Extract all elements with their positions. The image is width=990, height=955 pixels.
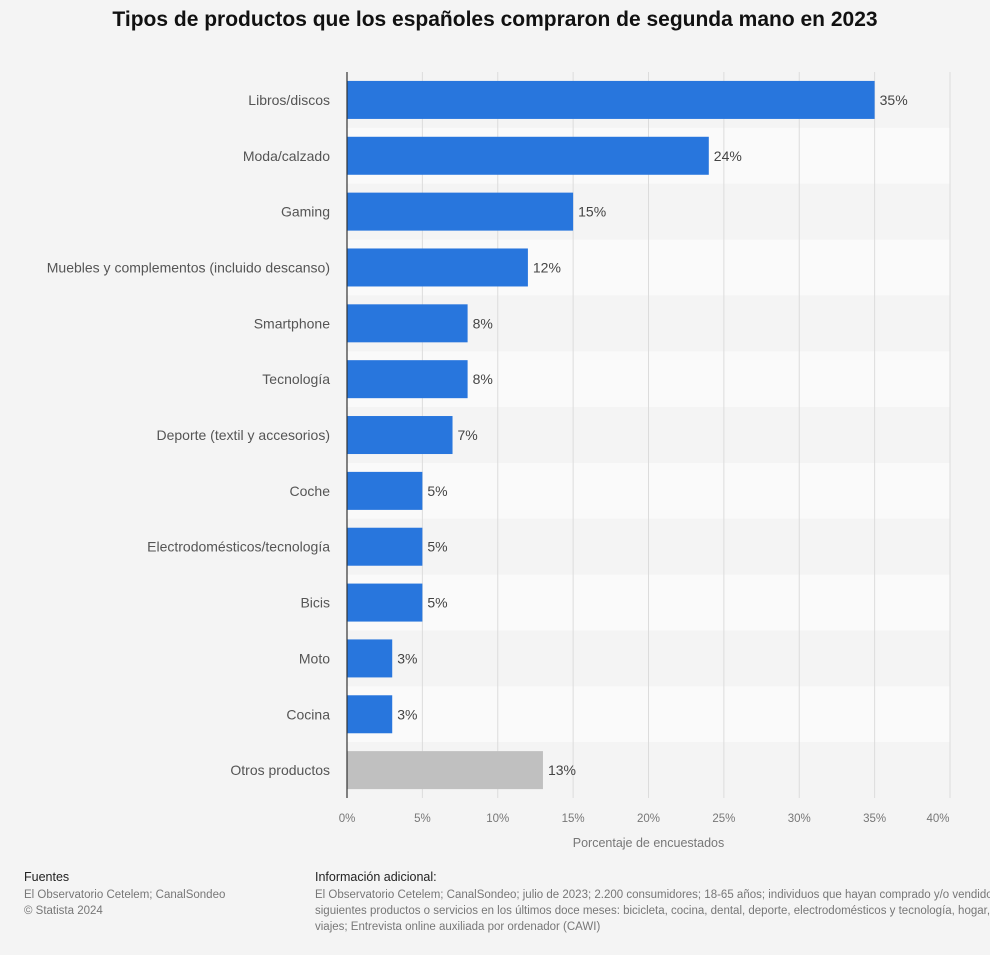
x-tick-label: 25% (712, 813, 735, 825)
category-label: Smartphone (254, 315, 330, 331)
category-label: Bicis (300, 595, 330, 611)
bar (347, 136, 709, 175)
category-label: Gaming (281, 204, 330, 220)
x-tick-label: 5% (414, 813, 431, 825)
value-label: 7% (458, 427, 478, 443)
bar-chart: Libros/discos Moda/calzado Gaming Muebles y… (47, 72, 951, 850)
value-label: 5% (427, 539, 447, 555)
bar (347, 639, 393, 678)
category-label: Moda/calzado (243, 148, 330, 164)
bar (347, 304, 468, 343)
x-tick-label: 30% (788, 813, 811, 825)
category-label: Cocina (286, 706, 330, 722)
bar (347, 360, 468, 399)
x-axis-title: Porcentaje de encuestados (573, 836, 725, 850)
bar (347, 80, 875, 119)
info-line: El Observatorio Cetelem; CanalSondeo; ju… (315, 889, 990, 901)
bar (347, 471, 423, 510)
value-label: 5% (427, 483, 447, 499)
value-label: 12% (533, 259, 561, 275)
x-tick-label: 15% (562, 813, 585, 825)
info-line: viajes; Entrevista online auxiliada por … (315, 921, 601, 933)
chart-title: Tipos de productos que los españoles com… (112, 8, 878, 31)
category-labels: Libros/discos Moda/calzado Gaming Muebles y… (47, 92, 330, 778)
category-label: Moto (299, 650, 330, 666)
x-tick-label: 20% (637, 813, 660, 825)
x-tick-label: 35% (863, 813, 886, 825)
info-line: siguientes productos o servicios en los … (315, 905, 990, 917)
value-labels: 35% 24% 15% 12% 8% 8% 7% 5% 5% 5% 3% 3% 13% (397, 92, 907, 778)
value-label: 24% (714, 148, 742, 164)
bar (347, 583, 423, 622)
category-label: Tecnología (262, 371, 330, 387)
value-label: 8% (473, 315, 493, 331)
value-label: 3% (397, 650, 417, 666)
category-label: Otros productos (230, 762, 330, 778)
x-tick-label: 40% (926, 813, 949, 825)
bar (347, 192, 574, 231)
value-label: 35% (880, 92, 908, 108)
bar (347, 416, 453, 455)
category-label: Coche (290, 483, 331, 499)
category-label: Libros/discos (248, 92, 330, 108)
sources-heading: Fuentes (24, 870, 70, 884)
bar (347, 751, 543, 790)
bar (347, 527, 423, 566)
value-label: 13% (548, 762, 576, 778)
sources-line: El Observatorio Cetelem; CanalSondeo (24, 889, 226, 901)
value-label: 3% (397, 706, 417, 722)
copyright-line: © Statista 2024 (24, 905, 103, 917)
value-label: 5% (427, 595, 447, 611)
bars (347, 80, 875, 790)
footer-additional-info: Información adicional: El Observatorio C… (315, 870, 990, 935)
x-tick-label: 0% (339, 813, 356, 825)
footer-sources: Fuentes El Observatorio Cetelem; CanalSo… (24, 870, 225, 919)
bar (347, 695, 393, 734)
category-label: Deporte (textil y accesorios) (156, 427, 330, 443)
info-heading: Información adicional: (315, 870, 437, 884)
x-tick-labels: 0% 5% 10% 15% 20% 25% 30% 35% 40% (339, 813, 950, 825)
x-tick-label: 10% (486, 813, 509, 825)
bar (347, 248, 528, 287)
category-label: Electrodomésticos/tecnología (147, 539, 330, 555)
value-label: 8% (473, 371, 493, 387)
category-label: Muebles y complementos (incluido descans… (47, 259, 330, 275)
value-label: 15% (578, 204, 606, 220)
